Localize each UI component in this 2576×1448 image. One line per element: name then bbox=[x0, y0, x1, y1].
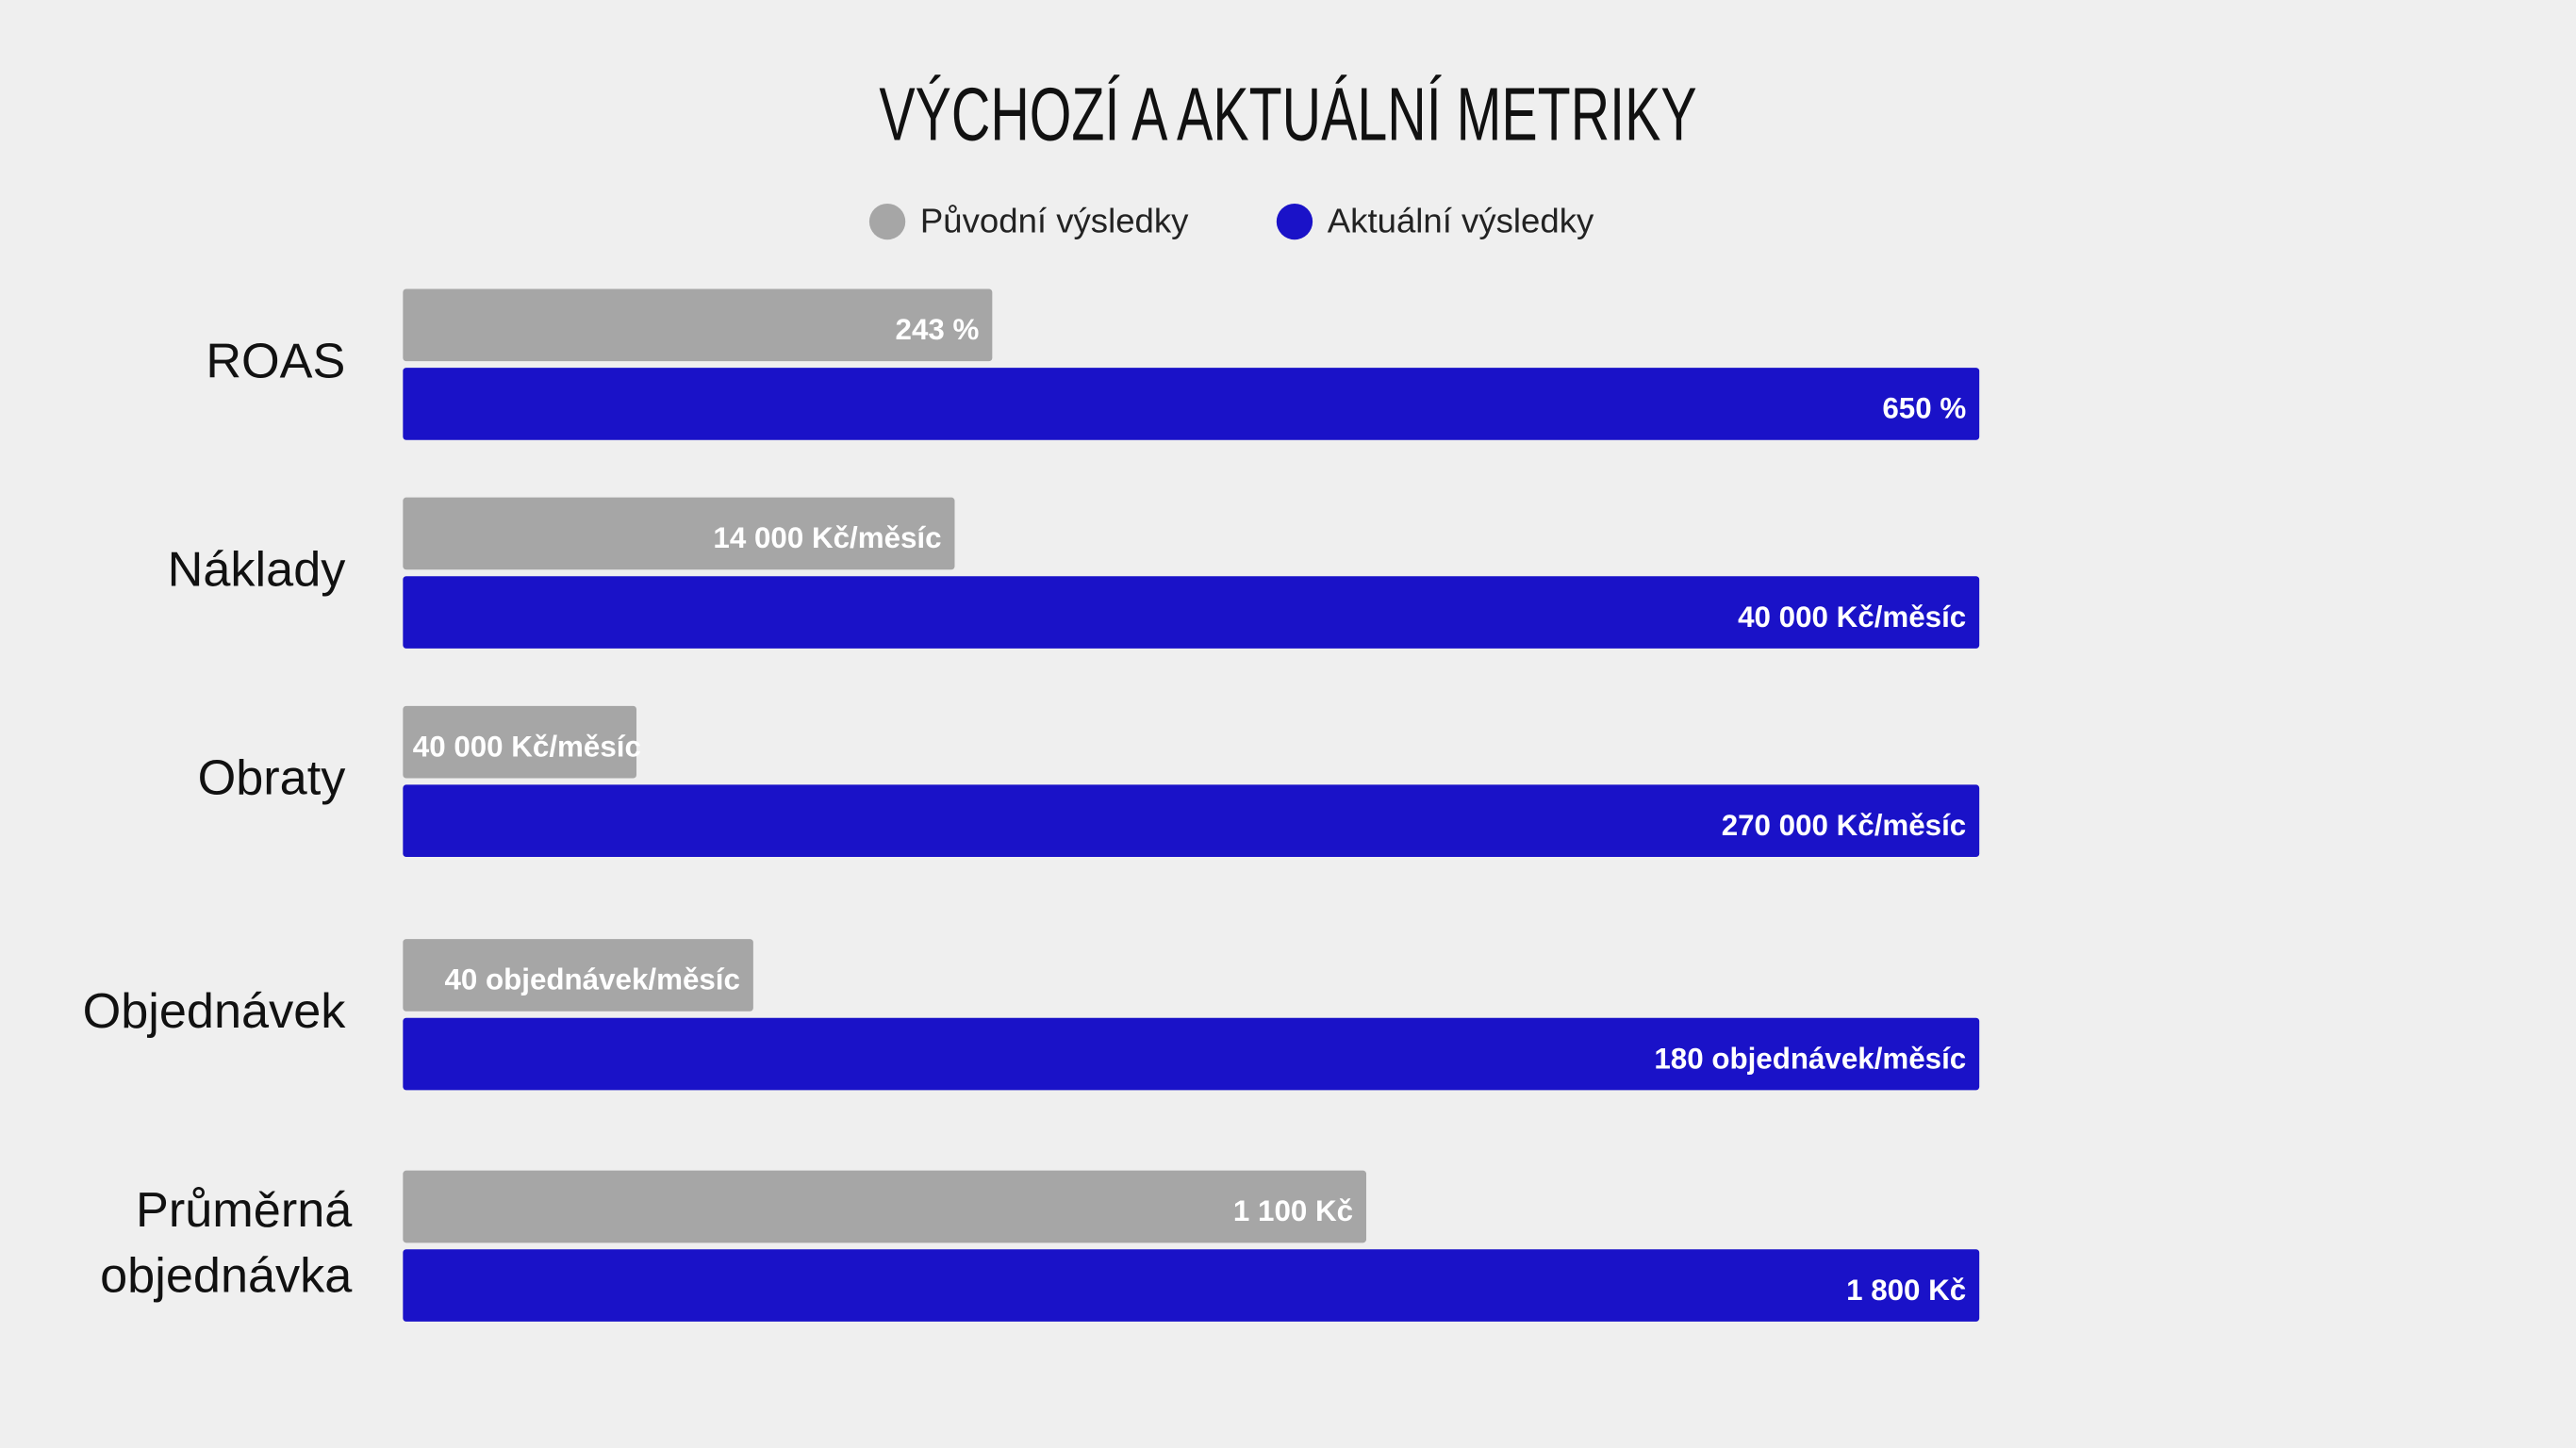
value-label: 270 000 Kč/měsíc bbox=[1722, 809, 1967, 842]
value-label: 40 objednávek/měsíc bbox=[444, 963, 739, 996]
value-label: 40 000 Kč/měsíc bbox=[1738, 601, 1966, 634]
bar bbox=[403, 1170, 1367, 1243]
chart-title: VÝCHOZÍ A AKTUÁLNÍ METRIKY bbox=[879, 71, 1696, 156]
bar bbox=[403, 1017, 1980, 1091]
category-label: Objednávek bbox=[83, 984, 347, 1039]
category-label: ROAS bbox=[206, 334, 345, 388]
legend-label: Aktuální výsledky bbox=[1328, 201, 1594, 239]
category-label: Obraty bbox=[198, 751, 347, 806]
value-label: 1 800 Kč bbox=[1846, 1274, 1966, 1307]
category-label: Náklady bbox=[168, 543, 347, 598]
bar bbox=[403, 368, 1980, 440]
legend-marker bbox=[868, 203, 906, 240]
bar bbox=[403, 1249, 1980, 1322]
bar bbox=[403, 784, 1980, 858]
legend-label: Původní výsledky bbox=[920, 201, 1189, 239]
bar bbox=[403, 576, 1980, 649]
value-label: 243 % bbox=[896, 313, 980, 346]
bar bbox=[403, 705, 637, 779]
legend-marker bbox=[1276, 203, 1313, 240]
category-label: Průměrná objednávka bbox=[100, 1183, 353, 1304]
bar bbox=[403, 288, 993, 362]
value-label: 650 % bbox=[1882, 392, 1966, 425]
value-label: 180 objednávek/měsíc bbox=[1654, 1042, 1966, 1075]
bar bbox=[403, 939, 753, 1012]
value-label: 40 000 Kč/měsíc bbox=[413, 730, 641, 763]
bar bbox=[403, 497, 955, 570]
value-label: 1 100 Kč bbox=[1233, 1194, 1353, 1227]
value-label: 14 000 Kč/měsíc bbox=[713, 521, 941, 554]
